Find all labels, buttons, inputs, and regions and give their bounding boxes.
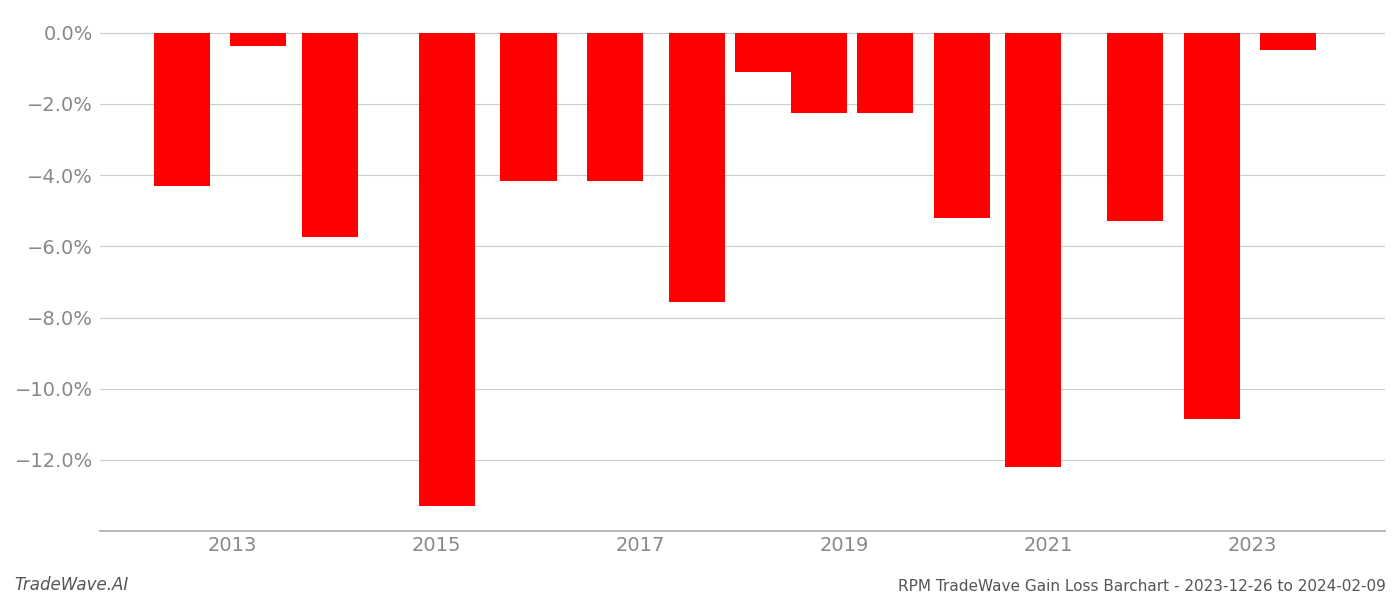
Bar [500,33,557,181]
Bar [669,33,725,302]
Bar [1260,33,1316,50]
Bar [934,33,990,218]
Bar [735,33,791,72]
Bar [857,33,913,113]
Bar [301,33,357,238]
Bar [230,33,286,46]
Bar [419,33,475,506]
Text: TradeWave.AI: TradeWave.AI [14,576,129,594]
Bar [791,33,847,113]
Bar [1183,33,1239,419]
Text: RPM TradeWave Gain Loss Barchart - 2023-12-26 to 2024-02-09: RPM TradeWave Gain Loss Barchart - 2023-… [899,579,1386,594]
Bar [1005,33,1061,467]
Bar [587,33,643,181]
Bar [1107,33,1163,221]
Bar [154,33,210,186]
